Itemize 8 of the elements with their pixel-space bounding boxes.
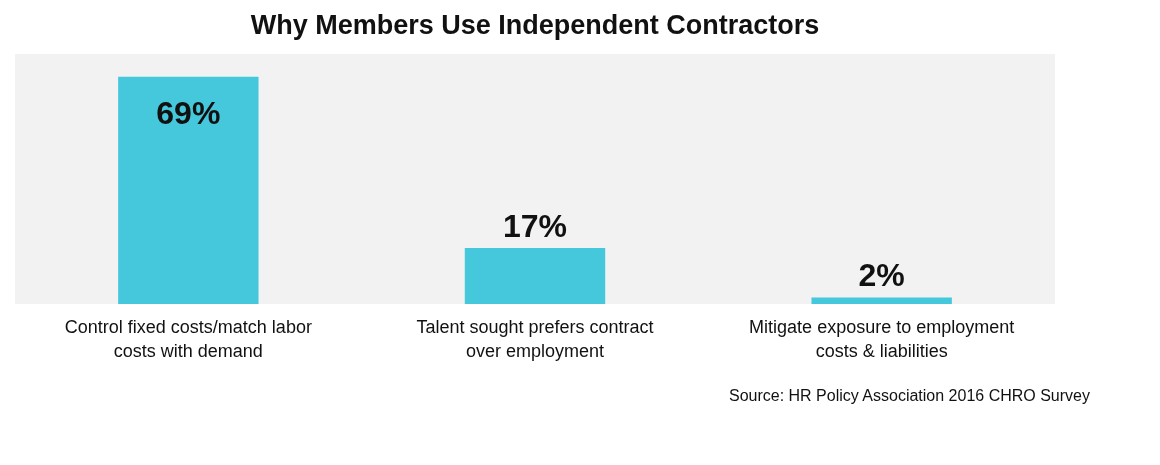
data-label: 17% [502, 208, 568, 245]
x-tick-label: Talent sought prefers contract over employment [416, 316, 654, 361]
x-tick-label: Control fixed costs/match labor costs with demand [64, 316, 312, 361]
source-note: Source: HR Policy Association 2016 CHRO Survey [728, 387, 1090, 404]
chart-title: Why Members Use Independent Contractors [250, 10, 820, 40]
x-tick-label: Mitigate exposure to employment costs & liabilities [749, 316, 1015, 361]
data-label: 69% [156, 94, 221, 131]
data-label: 2% [858, 257, 905, 294]
